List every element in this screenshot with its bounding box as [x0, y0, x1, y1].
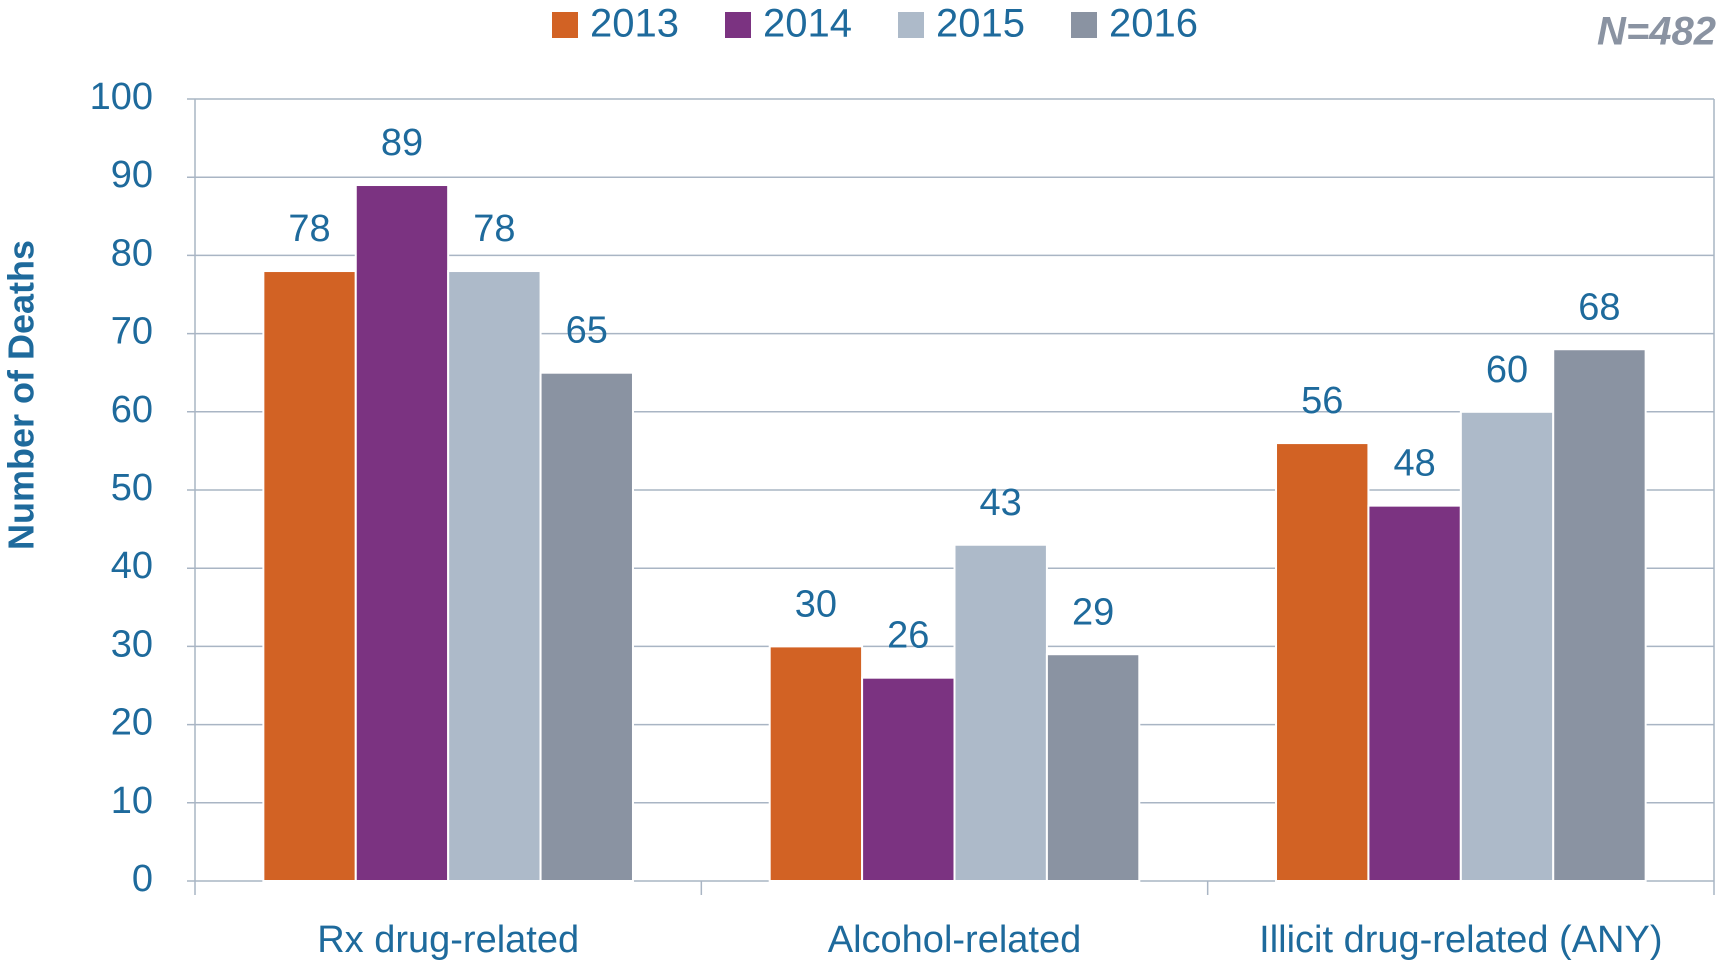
y-tick-label: 60 [111, 389, 153, 431]
y-tick-label: 10 [111, 780, 153, 822]
x-tick-label: Rx drug-related [317, 919, 579, 961]
bar [447, 270, 542, 883]
data-label: 65 [566, 310, 608, 352]
y-axis-label: Number of Deaths [1, 240, 42, 550]
y-tick-label: 90 [111, 154, 153, 196]
data-label: 78 [473, 208, 515, 250]
legend-swatch [725, 12, 751, 38]
data-label: 78 [288, 208, 330, 250]
data-label: 89 [381, 122, 423, 164]
bar [354, 184, 450, 882]
x-tick-label: Alcohol-related [828, 919, 1081, 961]
x-tick-label: Illicit drug-related (ANY) [1259, 919, 1662, 961]
legend-label: 2014 [763, 2, 852, 46]
y-tick-label: 0 [132, 858, 153, 900]
y-tick-label: 100 [90, 76, 153, 118]
bar [861, 676, 956, 882]
data-label: 43 [980, 482, 1022, 524]
legend-swatch [898, 12, 924, 38]
data-label: 26 [887, 615, 929, 657]
data-label: 30 [795, 583, 837, 625]
data-label: 68 [1578, 286, 1620, 328]
legend-label: 2015 [936, 2, 1025, 46]
y-tick-label: 70 [111, 311, 153, 353]
legend-label: 2016 [1109, 2, 1198, 46]
bar [1459, 410, 1555, 882]
y-tick-label: 20 [111, 702, 153, 744]
data-label: 29 [1072, 591, 1114, 633]
bar [1045, 653, 1141, 882]
y-tick-label: 80 [111, 232, 153, 274]
bar [768, 645, 864, 883]
legend-swatch [552, 12, 578, 38]
annotation: N=482 [1597, 10, 1716, 54]
bar [539, 371, 634, 882]
bar [262, 270, 357, 883]
bar [953, 543, 1048, 882]
bar [1367, 504, 1462, 882]
bar [1275, 442, 1370, 882]
y-tick-label: 50 [111, 467, 153, 509]
data-label: 60 [1486, 349, 1528, 391]
y-tick-label: 40 [111, 545, 153, 587]
legend-swatch [1071, 12, 1097, 38]
legend-label: 2013 [590, 2, 679, 46]
bar [1552, 348, 1647, 882]
data-label: 56 [1301, 380, 1343, 422]
y-tick-label: 30 [111, 623, 153, 665]
data-label: 48 [1393, 443, 1435, 485]
